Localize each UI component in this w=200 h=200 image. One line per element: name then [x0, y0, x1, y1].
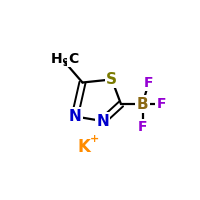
Text: N: N [96, 114, 109, 129]
Text: C: C [68, 52, 78, 66]
Text: 3: 3 [63, 58, 70, 68]
Text: +: + [90, 134, 99, 144]
Text: H: H [51, 52, 62, 66]
Text: F: F [138, 120, 147, 134]
Text: F: F [144, 76, 153, 90]
Text: B: B [137, 97, 148, 112]
Text: F: F [156, 97, 166, 111]
Text: N: N [68, 109, 81, 124]
Text: K: K [78, 138, 90, 156]
Text: S: S [106, 72, 117, 87]
